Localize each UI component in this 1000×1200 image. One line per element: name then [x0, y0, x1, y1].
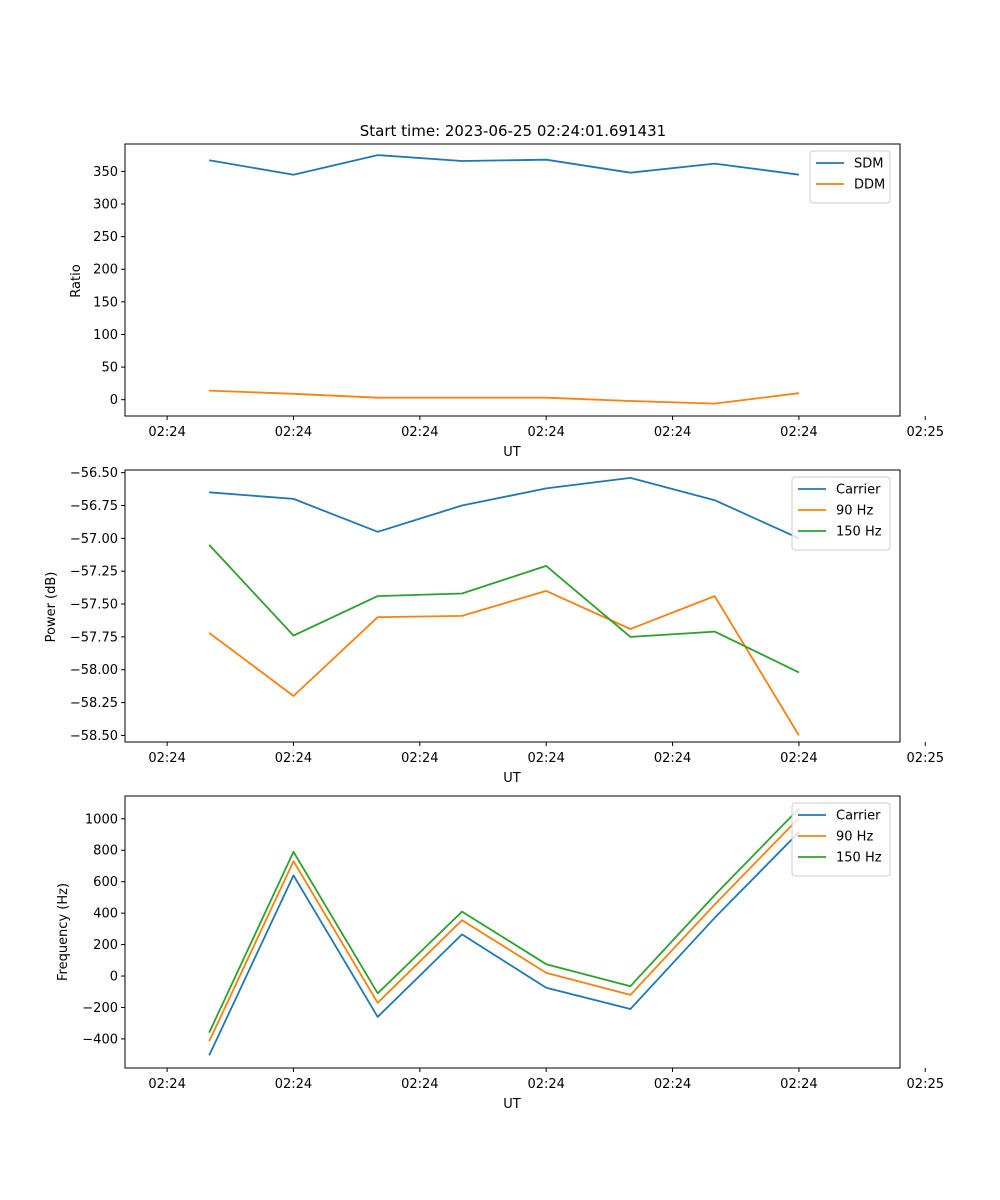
- axes-frame: [124, 143, 901, 417]
- y-tick-label: −57.25: [70, 565, 118, 580]
- series-line: [209, 389, 800, 405]
- y-tick-label: 250: [93, 230, 118, 245]
- x-tick-label: 02:24: [780, 751, 817, 766]
- axes-frame: [124, 469, 901, 743]
- frequency-panel: UT Frequency (Hz) 02:24 02:24 02:24 02:24 02…: [56, 795, 944, 1112]
- y-tick-label: 350: [93, 165, 118, 180]
- x-tick-label: 02:24: [148, 1077, 185, 1092]
- legend-label: Carrier: [836, 809, 881, 824]
- y-tick-label: −57.50: [70, 598, 118, 613]
- plot-area: 02:24 02:24 02:24 02:24 02:24 02:24 02:25 0 50 10…: [93, 143, 944, 440]
- legend: Carrier 90 Hz 150 Hz: [791, 802, 891, 877]
- y-axis-label: Power (dB): [44, 572, 59, 643]
- legend-label: 150 Hz: [836, 525, 882, 540]
- y-tick-label: 200: [93, 938, 118, 953]
- y-tick-label: −57.00: [70, 532, 118, 547]
- series-line: [208, 817, 800, 1042]
- x-tick-label: 02:24: [527, 425, 564, 440]
- x-axis-label: UT: [503, 1097, 521, 1112]
- y-tick-label: −400: [82, 1032, 118, 1047]
- y-tick-label: 300: [93, 198, 118, 213]
- x-tick-label: 02:24: [275, 751, 312, 766]
- y-tick-label: 50: [101, 361, 118, 376]
- y-tick-label: −58.00: [70, 663, 118, 678]
- y-tick-label: 1000: [85, 812, 118, 827]
- series-line: [208, 544, 800, 674]
- x-tick-label: 02:24: [527, 751, 564, 766]
- y-tick-label: −58.25: [70, 696, 118, 711]
- x-tick-label: 02:24: [275, 1077, 312, 1092]
- y-tick-label: 100: [93, 328, 118, 343]
- y-tick-label: 600: [93, 875, 118, 890]
- legend: SDM DDM: [809, 150, 891, 204]
- x-axis-label: UT: [503, 445, 521, 460]
- chart-title: Start time: 2023-06-25 02:24:01.691431: [360, 122, 666, 140]
- plot-area: 02:24 02:24 02:24 02:24 02:24 02:24 02:25 −400 −…: [82, 795, 944, 1092]
- x-tick-label: 02:25: [907, 425, 944, 440]
- series-line: [208, 590, 800, 736]
- legend-label: 150 Hz: [836, 851, 882, 866]
- x-tick-label: 02:25: [907, 1077, 944, 1092]
- y-tick-label: 800: [93, 844, 118, 859]
- x-tick-label: 02:25: [907, 751, 944, 766]
- legend-label: Carrier: [836, 483, 881, 498]
- series-line: [208, 807, 800, 1033]
- y-tick-label: −200: [82, 1001, 118, 1016]
- x-tick-label: 02:24: [401, 1077, 438, 1092]
- y-axis-label: Ratio: [69, 264, 84, 297]
- y-tick-label: 200: [93, 263, 118, 278]
- x-tick-label: 02:24: [527, 1077, 564, 1092]
- y-tick-label: 0: [110, 393, 118, 408]
- series-line: [209, 476, 800, 540]
- y-tick-label: 0: [110, 970, 118, 985]
- y-tick-label: −56.75: [70, 499, 118, 514]
- legend-box: [809, 150, 891, 204]
- power-panel: UT Power (dB) 02:24 02:24 02:24 02:24 02:24 0…: [44, 466, 944, 786]
- axes-frame: [124, 795, 901, 1069]
- legend-label: 90 Hz: [836, 830, 873, 845]
- y-tick-label: −56.50: [70, 466, 118, 481]
- plot-area: 02:24 02:24 02:24 02:24 02:24 02:24 02:25 −56.5…: [70, 466, 944, 766]
- series-line: [208, 831, 800, 1056]
- x-tick-label: 02:24: [654, 751, 691, 766]
- y-axis-label: Frequency (Hz): [56, 883, 71, 981]
- x-tick-label: 02:24: [780, 425, 817, 440]
- legend: Carrier 90 Hz 150 Hz: [791, 476, 891, 551]
- legend-label: 90 Hz: [836, 504, 873, 519]
- legend-label: DDM: [854, 178, 885, 193]
- x-axis-label: UT: [503, 771, 521, 786]
- x-tick-label: 02:24: [401, 751, 438, 766]
- x-tick-label: 02:24: [148, 751, 185, 766]
- x-tick-label: 02:24: [148, 425, 185, 440]
- ratio-panel: Start time: 2023-06-25 02:24:01.691431 U…: [69, 122, 944, 460]
- x-tick-label: 02:24: [654, 1077, 691, 1092]
- legend-label: SDM: [854, 157, 883, 172]
- x-tick-label: 02:24: [401, 425, 438, 440]
- y-tick-label: −58.50: [70, 729, 118, 744]
- x-tick-label: 02:24: [275, 425, 312, 440]
- x-tick-label: 02:24: [780, 1077, 817, 1092]
- y-tick-label: −57.75: [70, 630, 118, 645]
- y-tick-label: 150: [93, 295, 118, 310]
- series-line: [209, 154, 800, 176]
- x-tick-label: 02:24: [654, 425, 691, 440]
- y-tick-label: 400: [93, 907, 118, 922]
